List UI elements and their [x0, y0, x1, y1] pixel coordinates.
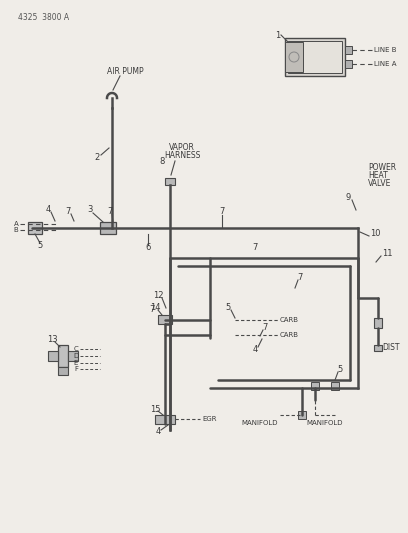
Bar	[28, 222, 42, 234]
Text: EGR: EGR	[202, 416, 217, 422]
Bar	[58, 367, 68, 375]
Bar	[155, 415, 175, 424]
Text: 1: 1	[275, 30, 280, 39]
Text: E: E	[74, 360, 78, 366]
Text: 6: 6	[145, 244, 151, 253]
Text: 7: 7	[252, 244, 258, 253]
Bar	[288, 41, 342, 73]
Bar	[165, 178, 175, 185]
Text: 12: 12	[153, 290, 163, 300]
Bar	[68, 351, 78, 361]
Text: MANIFOLD: MANIFOLD	[307, 420, 343, 426]
Text: 9: 9	[346, 193, 350, 203]
Text: 4: 4	[253, 345, 257, 354]
Bar	[48, 351, 58, 361]
Text: VALVE: VALVE	[368, 180, 391, 189]
Text: VAPOR: VAPOR	[169, 143, 195, 152]
Text: HARNESS: HARNESS	[164, 151, 200, 160]
Text: LINE B: LINE B	[374, 47, 397, 53]
Text: D: D	[73, 353, 79, 359]
Text: 7: 7	[297, 273, 303, 282]
Text: 5: 5	[38, 241, 42, 251]
Text: A: A	[13, 221, 18, 227]
Text: 10: 10	[370, 230, 381, 238]
Text: 4: 4	[155, 427, 161, 437]
Bar	[311, 382, 319, 390]
Bar	[285, 38, 345, 76]
Text: 7: 7	[220, 207, 225, 216]
Text: B: B	[13, 227, 18, 233]
Bar	[345, 60, 352, 68]
Text: C: C	[73, 346, 78, 352]
Text: 4325  3800 A: 4325 3800 A	[18, 13, 69, 22]
Text: AIR PUMP: AIR PUMP	[106, 68, 143, 77]
Text: 15: 15	[150, 406, 160, 415]
Text: CARB: CARB	[280, 317, 299, 323]
Text: POWER: POWER	[368, 164, 396, 173]
Bar	[298, 411, 306, 419]
Bar	[331, 382, 339, 390]
Bar	[158, 315, 172, 324]
Text: 7: 7	[107, 207, 113, 216]
Text: MANIFOLD: MANIFOLD	[242, 420, 278, 426]
Text: 14: 14	[150, 303, 160, 312]
Text: 11: 11	[382, 248, 392, 257]
Bar	[345, 46, 352, 54]
Bar	[374, 345, 382, 351]
Bar	[285, 42, 303, 72]
Bar	[58, 345, 68, 367]
Text: DIST: DIST	[382, 343, 399, 352]
Bar	[100, 222, 116, 234]
Text: 8: 8	[159, 157, 165, 166]
Text: 7: 7	[262, 324, 268, 333]
Bar	[374, 318, 382, 328]
Text: HEAT: HEAT	[368, 172, 388, 181]
Text: 7: 7	[65, 207, 71, 216]
Text: 7: 7	[149, 305, 155, 314]
Text: F: F	[74, 366, 78, 372]
Text: LINE A: LINE A	[374, 61, 397, 67]
Text: 2: 2	[94, 152, 100, 161]
Text: 5: 5	[225, 303, 231, 312]
Text: 13: 13	[47, 335, 57, 344]
Text: 3: 3	[87, 206, 93, 214]
Text: 5: 5	[337, 366, 343, 375]
Text: 4: 4	[45, 206, 51, 214]
Text: CARB: CARB	[280, 332, 299, 338]
